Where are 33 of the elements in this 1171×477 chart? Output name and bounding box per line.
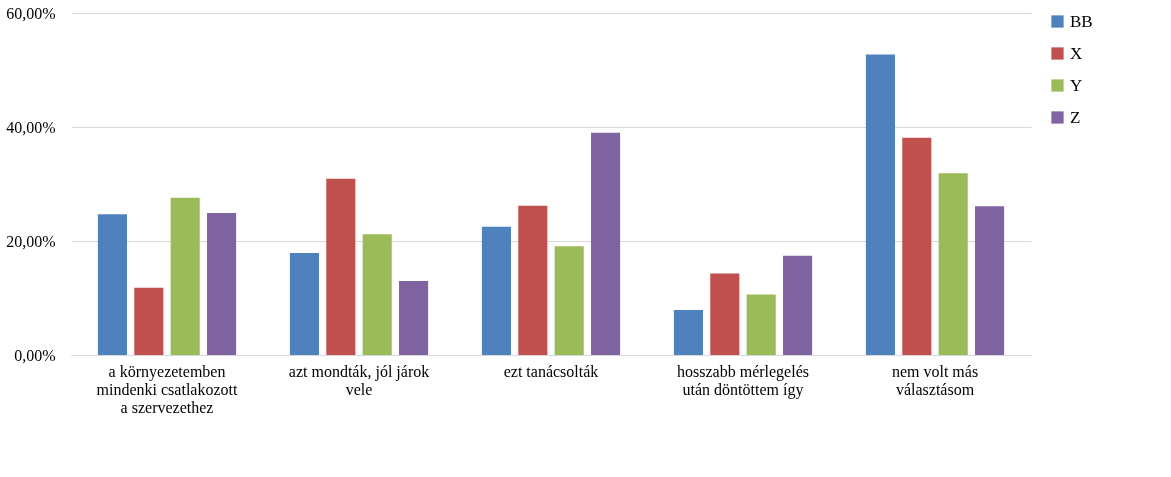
bar: [481, 226, 511, 355]
bar: [362, 234, 392, 355]
bar: [289, 252, 319, 355]
x-tick-label: nem volt más választásom: [891, 362, 979, 398]
bar: [746, 294, 776, 355]
x-tick-label: ezt tanácsolták: [503, 362, 599, 380]
bar: [518, 205, 548, 355]
bar: [865, 54, 895, 355]
legend-label: X: [1070, 43, 1083, 63]
bar: [554, 246, 584, 355]
x-tick-label: a környezetemben mindenki csatlakozott a szervezethez: [96, 362, 238, 416]
x-tick-label: azt mondták, jól járok vele: [288, 362, 430, 398]
bar: [710, 273, 740, 355]
bar: [134, 287, 164, 355]
y-tick-label: 40,00%: [6, 118, 56, 136]
bar: [170, 197, 200, 355]
legend-label: BB: [1070, 11, 1093, 31]
bar: [399, 280, 429, 355]
y-tick-label: 60,00%: [6, 4, 56, 22]
bar: [97, 214, 127, 355]
bar: [783, 255, 813, 355]
y-tick-label: 0,00%: [14, 346, 56, 364]
y-tick-label: 20,00%: [6, 232, 56, 250]
bar: [673, 309, 703, 355]
legend-label: Y: [1070, 75, 1083, 95]
bar: [938, 173, 968, 355]
bar: [326, 178, 356, 355]
x-tick-label: hosszabb mérlegelés után döntöttem így: [677, 362, 809, 399]
bar: [591, 132, 621, 355]
bar: [975, 206, 1005, 355]
legend-label: Z: [1070, 107, 1081, 127]
bar: [902, 137, 932, 355]
bar: [207, 213, 237, 355]
